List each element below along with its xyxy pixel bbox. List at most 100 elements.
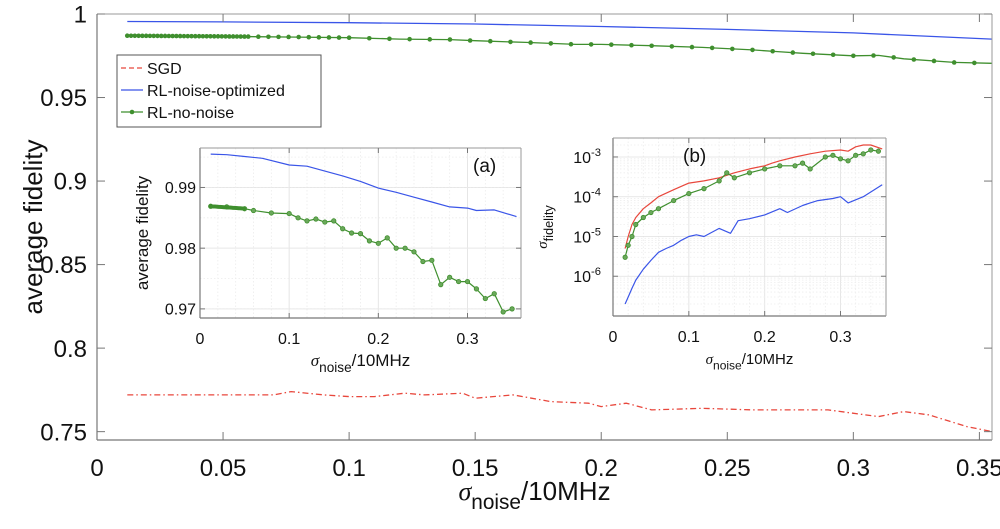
y-tick-label: 0.98 — [165, 241, 196, 258]
series-line — [624, 144, 883, 249]
data-point — [128, 33, 134, 39]
x-tick-label: 0.3 — [829, 329, 851, 346]
data-point — [256, 34, 261, 39]
y-axis-label: average fidelity — [18, 140, 48, 315]
y-tick-label: 10-5 — [573, 226, 601, 246]
data-point — [911, 57, 917, 62]
y-tick-label: 0.97 — [165, 302, 196, 319]
data-point — [951, 60, 957, 65]
data-point — [132, 33, 138, 39]
data-point — [810, 51, 816, 57]
data-point — [304, 218, 310, 224]
data-point — [136, 33, 141, 39]
data-point — [487, 38, 493, 44]
data-point — [204, 33, 209, 39]
legend-label: RL-no-noise — [147, 105, 234, 122]
data-point — [250, 207, 257, 214]
data-point — [151, 33, 157, 39]
data-point — [340, 226, 346, 232]
data-point — [875, 148, 882, 154]
data-point — [830, 52, 836, 58]
data-point — [799, 160, 806, 166]
data-point — [174, 33, 179, 39]
data-point — [402, 245, 408, 251]
data-point — [286, 34, 291, 40]
data-point — [326, 35, 332, 40]
inset-a-plot: 0 0.1 0.2 0.3 0.97 0.98 0.99 σnoise/10MHz averag… — [133, 147, 522, 375]
data-point — [411, 249, 417, 255]
data-point — [331, 218, 337, 224]
data-point — [709, 45, 715, 51]
data-point — [193, 33, 198, 39]
y-tick-label: 0.75 — [40, 419, 87, 446]
data-point — [227, 34, 232, 39]
data-point — [181, 33, 187, 39]
legend-item: RL-noise-optimized — [121, 83, 285, 100]
data-point — [177, 33, 183, 39]
data-point — [322, 219, 328, 225]
series-rl-no-noise — [208, 203, 515, 315]
data-point — [750, 47, 755, 53]
data-point — [455, 278, 462, 285]
x-tick-label: 0 — [90, 455, 103, 482]
data-point — [140, 33, 145, 39]
data-point — [147, 33, 153, 39]
data-point — [762, 166, 768, 172]
data-point — [548, 41, 554, 46]
series-line — [624, 184, 883, 305]
data-point — [891, 55, 896, 60]
data-point — [387, 36, 392, 42]
data-point — [238, 34, 244, 39]
data-point — [629, 42, 634, 48]
x-axis-label: σnoise/10MHz — [706, 351, 794, 372]
data-point — [215, 34, 221, 39]
y-axis-label: σfidelity — [535, 205, 556, 249]
data-point — [500, 309, 506, 315]
data-point — [447, 274, 453, 280]
data-point — [837, 156, 844, 162]
legend: SGD RL-noise-optimized RL-no-noise — [116, 54, 322, 128]
series-rl-no-noise — [622, 147, 882, 260]
data-point — [568, 41, 574, 47]
data-point — [686, 190, 692, 197]
data-point — [242, 206, 247, 211]
data-point — [316, 35, 322, 40]
y-tick-label: 0.99 — [165, 180, 196, 197]
data-point — [671, 197, 677, 204]
data-point — [162, 33, 168, 39]
series-rl-no-noise — [124, 33, 993, 66]
data-point — [931, 58, 937, 64]
x-axis-label: σnoise/10MHz — [311, 351, 410, 375]
data-point — [313, 216, 319, 222]
data-point — [731, 175, 737, 181]
y-tick-label: 10-6 — [573, 266, 601, 286]
inset-b-plot: 0 0.1 0.2 0.3 10-6 10-5 10-4 10-3 σnoise/10MHz σf… — [535, 137, 887, 372]
data-point — [625, 242, 631, 248]
data-point — [629, 233, 635, 240]
data-point — [447, 37, 453, 42]
data-point — [868, 147, 874, 153]
data-point — [366, 238, 373, 244]
data-point — [633, 221, 639, 228]
y-tick-label: 0.85 — [40, 252, 87, 279]
data-point — [266, 34, 271, 40]
x-tick-label: 0.2 — [754, 329, 776, 346]
data-point — [357, 231, 364, 237]
data-point — [473, 286, 480, 292]
data-point — [223, 34, 228, 39]
y-tick-label: 0.8 — [54, 336, 87, 363]
legend-label: SGD — [147, 61, 182, 78]
data-point — [746, 170, 753, 176]
data-point — [230, 34, 236, 39]
legend-item: RL-no-noise — [121, 105, 234, 122]
data-point — [234, 34, 240, 39]
x-tick-label: 0 — [609, 329, 618, 346]
data-point — [588, 42, 594, 47]
data-point — [491, 291, 497, 297]
data-point — [196, 33, 202, 39]
data-point — [822, 154, 828, 160]
series-sgd — [624, 144, 883, 249]
data-point — [158, 33, 164, 39]
data-point — [295, 215, 301, 221]
